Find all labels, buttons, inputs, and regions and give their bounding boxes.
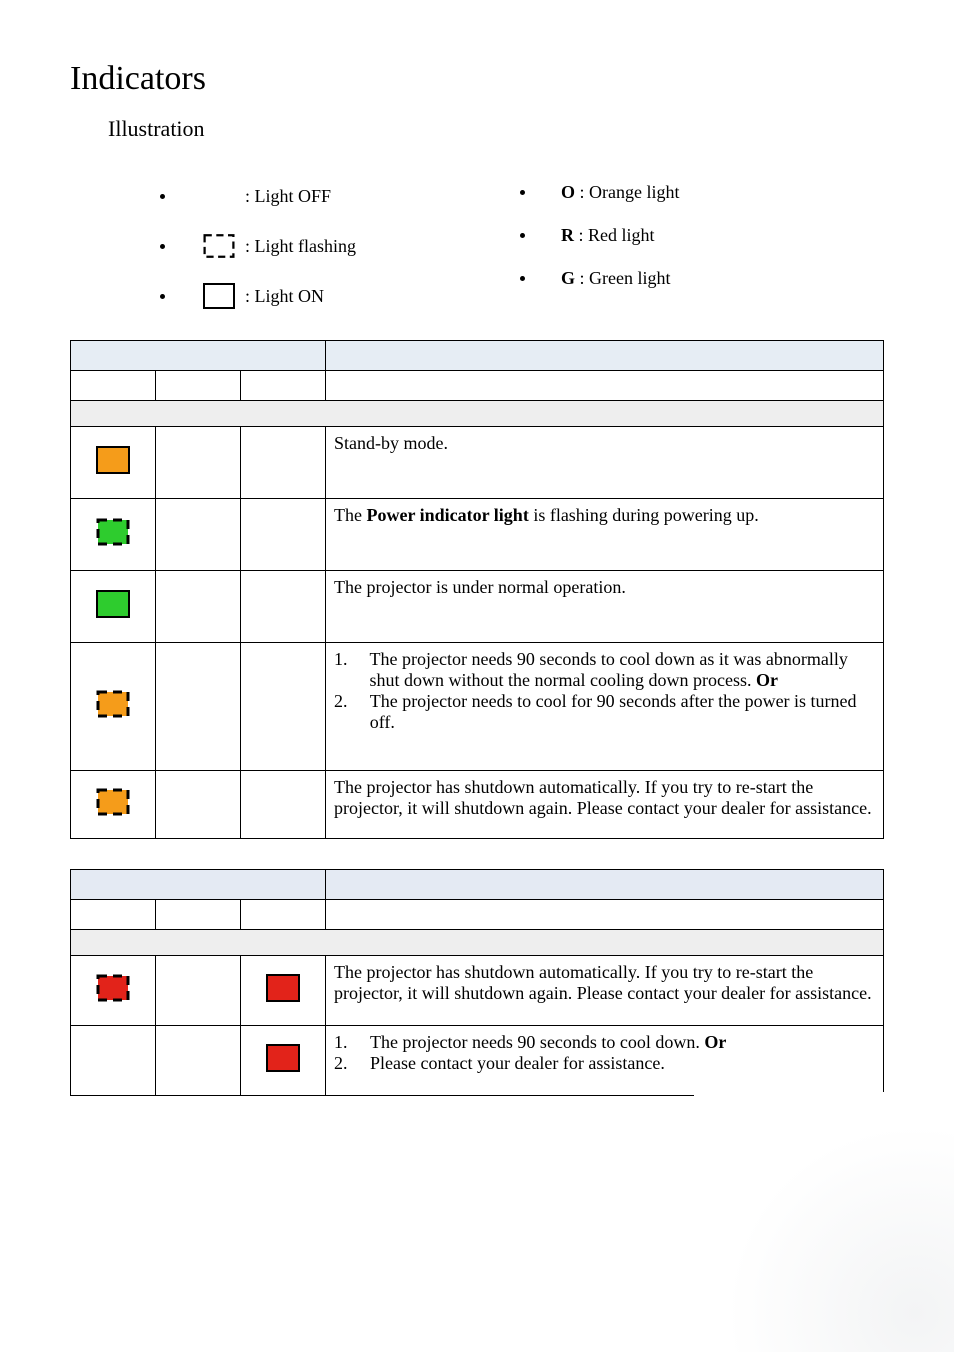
- page-title: Indicators: [70, 60, 884, 98]
- light-on-icon: [201, 282, 237, 310]
- list-item: 2.The projector needs to cool for 90 sec…: [334, 691, 875, 733]
- table-grey-row: [71, 401, 884, 427]
- legend-label: : Light flashing: [245, 236, 356, 257]
- background-decoration: [694, 1092, 954, 1352]
- list-item: 2.Please contact your dealer for assista…: [334, 1053, 875, 1074]
- table-row: 1.The projector needs 90 seconds to cool…: [71, 643, 884, 771]
- legend-label: : Green light: [575, 268, 670, 288]
- status-cell: The projector is under normal operation.: [326, 571, 884, 643]
- bullet-icon: [520, 233, 525, 238]
- light-flashing-icon: [201, 232, 237, 260]
- status-cell: The projector has shutdown automatically…: [326, 771, 884, 839]
- indicators-table-1: Stand-by mode. The Power indicator light…: [70, 340, 884, 839]
- bullet-icon: [520, 190, 525, 195]
- status-cell: 1.The projector needs 90 seconds to cool…: [326, 643, 884, 771]
- table-header-row: [71, 870, 884, 900]
- legend: : Light OFF : Light flashing : Light ON …: [160, 182, 884, 310]
- indicator-solid-icon: [266, 974, 300, 1002]
- status-cell: The projector has shutdown automatically…: [326, 956, 884, 1026]
- legend-label: : Light ON: [245, 286, 324, 307]
- status-cell: The Power indicator light is flashing du…: [326, 499, 884, 571]
- indicator-flash-icon: [93, 515, 133, 549]
- status-cell: 1.The projector needs 90 seconds to cool…: [326, 1026, 884, 1096]
- legend-row: R : Red light: [520, 225, 820, 246]
- legend-row: : Light OFF: [160, 182, 520, 210]
- indicator-flash-icon: [93, 785, 133, 819]
- table-row: Stand-by mode.: [71, 427, 884, 499]
- status-cell: Stand-by mode.: [326, 427, 884, 499]
- page-subtitle: Illustration: [108, 116, 884, 142]
- table-grey-row: [71, 930, 884, 956]
- legend-row: O : Orange light: [520, 182, 820, 203]
- legend-left: : Light OFF : Light flashing : Light ON: [160, 182, 520, 310]
- indicator-flash-icon: [93, 971, 133, 1005]
- table-row: The projector has shutdown automatically…: [71, 771, 884, 839]
- list-item: 1.The projector needs 90 seconds to cool…: [334, 649, 875, 691]
- table-sub-row: [71, 900, 884, 930]
- legend-prefix: R: [561, 225, 574, 245]
- legend-label: : Red light: [574, 225, 655, 245]
- table-row: The projector is under normal operation.: [71, 571, 884, 643]
- indicator-flash-icon: [93, 687, 133, 721]
- table-row: The projector has shutdown automatically…: [71, 956, 884, 1026]
- legend-prefix: G: [561, 268, 575, 288]
- indicator-solid-icon: [96, 590, 130, 618]
- table-header-row: [71, 341, 884, 371]
- legend-right: O : Orange light R : Red light G : Green…: [520, 182, 820, 310]
- legend-label: : Orange light: [575, 182, 679, 202]
- legend-row: : Light flashing: [160, 232, 520, 260]
- table-sub-row: [71, 371, 884, 401]
- bullet-icon: [160, 194, 165, 199]
- list-item: 1.The projector needs 90 seconds to cool…: [334, 1032, 875, 1053]
- light-off-icon: [201, 182, 237, 210]
- legend-row: G : Green light: [520, 268, 820, 289]
- table-row: 1.The projector needs 90 seconds to cool…: [71, 1026, 884, 1096]
- indicator-solid-icon: [96, 446, 130, 474]
- bullet-icon: [520, 276, 525, 281]
- legend-label: : Light OFF: [245, 186, 331, 207]
- legend-prefix: O: [561, 182, 575, 202]
- bullet-icon: [160, 294, 165, 299]
- legend-row: : Light ON: [160, 282, 520, 310]
- table-row: The Power indicator light is flashing du…: [71, 499, 884, 571]
- indicators-table-2: The projector has shutdown automatically…: [70, 869, 884, 1096]
- indicator-solid-icon: [266, 1044, 300, 1072]
- bullet-icon: [160, 244, 165, 249]
